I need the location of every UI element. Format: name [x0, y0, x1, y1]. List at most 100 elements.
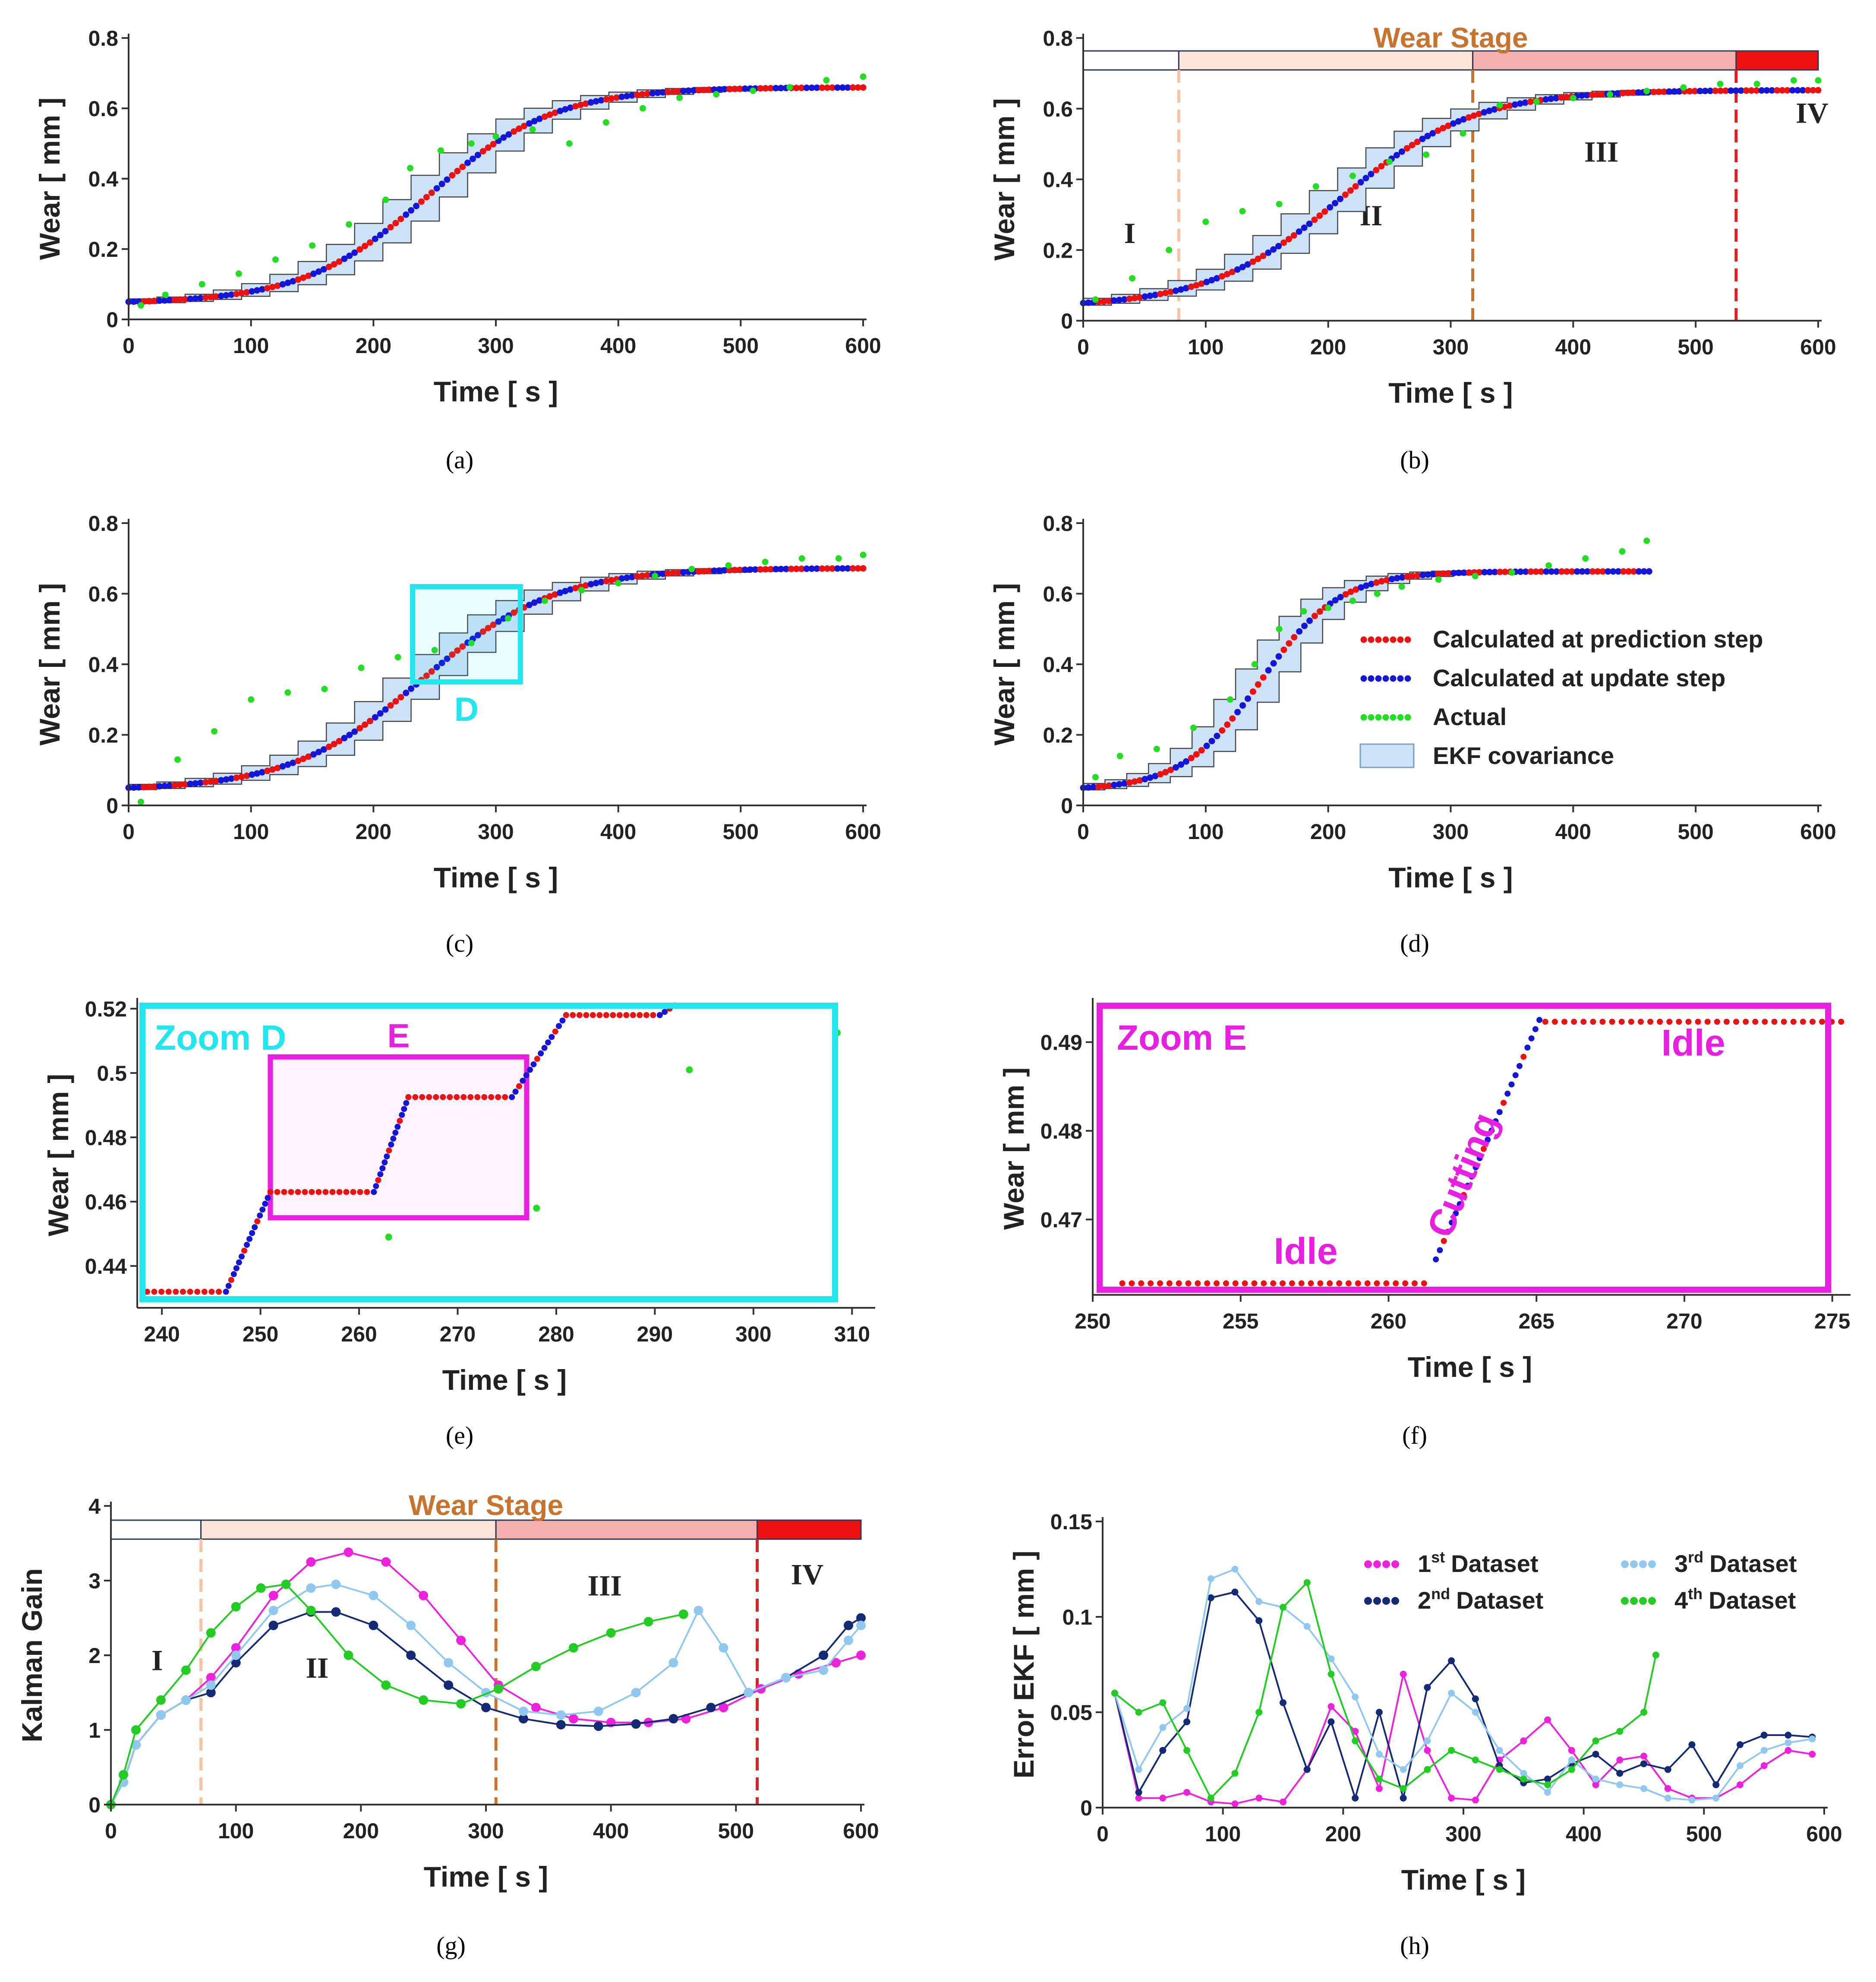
y-tick-label: 0 — [1080, 1796, 1092, 1820]
prediction-step-point — [238, 290, 245, 297]
series-point — [1472, 1709, 1479, 1716]
update-step-point — [685, 87, 692, 94]
update-step-point — [1481, 569, 1488, 576]
series-point — [844, 1620, 854, 1630]
update-step-point — [1548, 95, 1554, 102]
legend-swatch — [1648, 1560, 1656, 1568]
update-step-point — [782, 565, 789, 572]
prediction-step-point — [269, 766, 276, 773]
actual-point — [1386, 158, 1393, 165]
x-tick-label: 300 — [468, 1819, 504, 1843]
update-step-point — [246, 1236, 253, 1242]
update-step-point — [834, 84, 841, 91]
actual-point — [137, 302, 144, 309]
x-tick-label: 0 — [1077, 335, 1089, 359]
series-point — [156, 1710, 166, 1720]
wear-stage-segment — [1735, 50, 1819, 71]
update-step-point — [1270, 660, 1277, 667]
prediction-step-point — [1148, 1280, 1154, 1287]
series-point — [1736, 1762, 1744, 1769]
update-step-point — [1275, 243, 1282, 249]
update-step-point — [1332, 597, 1339, 604]
prediction-step-point — [397, 215, 404, 222]
series-point — [181, 1665, 191, 1675]
prediction-step-point — [1445, 122, 1452, 129]
update-step-point — [1646, 568, 1652, 575]
prediction-step-point — [325, 263, 332, 270]
update-step-point — [1536, 1017, 1543, 1023]
legend-label: 2nd Dataset — [1418, 1585, 1543, 1614]
series-point — [118, 1770, 128, 1780]
prediction-step-point — [1290, 232, 1297, 239]
update-step-point — [545, 1039, 551, 1046]
series-line — [110, 1583, 684, 1805]
x-tick-label: 400 — [1566, 1822, 1602, 1846]
x-tick-label: 500 — [723, 820, 759, 844]
stage-label: IV — [791, 1558, 824, 1591]
update-step-point — [1141, 293, 1148, 300]
actual-point — [346, 221, 353, 228]
update-step-point — [624, 93, 631, 100]
series-point — [1183, 1718, 1191, 1726]
prediction-step-point — [736, 85, 743, 92]
actual-point — [284, 689, 291, 696]
prediction-step-point — [1336, 1280, 1343, 1287]
legend-suffix: Dataset — [1709, 1550, 1797, 1577]
y-tick-label: 0.44 — [85, 1254, 127, 1278]
update-step-point — [1707, 88, 1714, 95]
series-point — [1327, 1670, 1335, 1678]
prediction-step-point — [336, 738, 343, 745]
prediction-step-point — [1204, 1280, 1211, 1287]
legend-swatch — [1404, 714, 1411, 721]
prediction-step-point — [1321, 208, 1328, 215]
update-step-point — [156, 297, 163, 304]
series-point — [1207, 1594, 1214, 1601]
update-step-point — [1177, 286, 1184, 293]
series-point — [231, 1602, 241, 1612]
prediction-step-point — [829, 84, 836, 91]
series-point — [1352, 1693, 1359, 1701]
actual-point — [162, 291, 169, 298]
prediction-step-point — [1551, 1019, 1558, 1025]
actual-point — [321, 685, 328, 692]
prediction-step-point — [392, 698, 399, 705]
x-tick-label: 100 — [1205, 1822, 1241, 1846]
series-point — [856, 1651, 866, 1660]
legend-swatch — [1390, 636, 1397, 643]
x-tick-label: 600 — [843, 1819, 879, 1843]
series-point — [1520, 1770, 1527, 1777]
y-tick-label: 0.6 — [88, 97, 118, 121]
series-point — [1280, 1699, 1286, 1706]
y-axis-title: Wear [ mm ] — [988, 583, 1020, 746]
update-step-point — [474, 151, 481, 158]
prediction-step-point — [1355, 1280, 1361, 1287]
legend-superscript: rd — [1688, 1548, 1703, 1566]
prediction-step-point — [1219, 727, 1226, 734]
series-point — [1400, 1766, 1407, 1773]
series-point — [1640, 1785, 1647, 1792]
prediction-step-point — [158, 1288, 165, 1295]
series-point — [631, 1688, 641, 1698]
update-step-point — [741, 566, 748, 573]
prediction-step-point — [449, 172, 456, 179]
update-step-point — [527, 1067, 533, 1073]
update-step-point — [531, 599, 538, 606]
y-axis-title: Wear [ mm ] — [42, 1074, 74, 1237]
update-step-point — [403, 689, 410, 696]
prediction-step-point — [1589, 92, 1595, 98]
prediction-step-point — [1280, 239, 1287, 246]
prediction-step-point — [1563, 94, 1570, 101]
prediction-step-point — [1100, 783, 1107, 789]
prediction-step-point — [665, 88, 672, 95]
prediction-step-point — [1162, 290, 1169, 297]
prediction-step-point — [1106, 782, 1113, 789]
prediction-step-point — [1781, 1019, 1787, 1025]
x-tick-label: 200 — [1325, 1822, 1361, 1846]
update-step-point — [536, 597, 543, 604]
update-step-point — [390, 1136, 397, 1142]
prediction-step-point — [1497, 568, 1504, 575]
actual-point — [1680, 84, 1687, 91]
update-step-point — [382, 1159, 388, 1166]
series-point — [678, 1609, 688, 1619]
actual-point — [1325, 604, 1332, 611]
